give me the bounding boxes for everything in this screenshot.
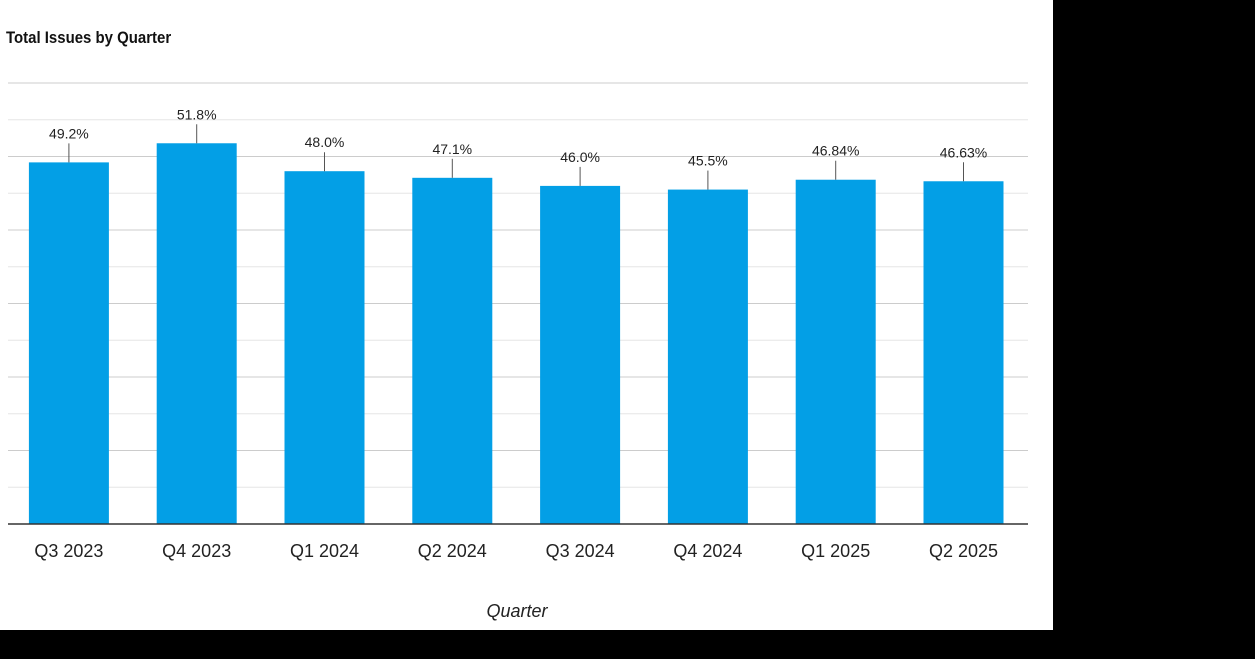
bar-q4-2023 xyxy=(156,143,237,524)
data-labels: 49.2% 51.8% 48.0% 47.1% 46.0% 45.5% 46.84% 46.6… xyxy=(49,106,987,190)
bar-q1-2025 xyxy=(795,179,876,524)
data-label: 48.0% xyxy=(305,134,345,150)
bar-q2-2024 xyxy=(412,177,493,524)
x-tick-label: Q2 2024 xyxy=(418,541,487,561)
bar-chart: 49.2% 51.8% 48.0% 47.1% 46.0% 45.5% 46.84% 46.6… xyxy=(8,82,1028,621)
x-tick-label: Q1 2024 xyxy=(290,541,359,561)
bar-q3-2024 xyxy=(540,185,621,524)
data-label: 47.1% xyxy=(432,141,472,157)
bar-q3-2023 xyxy=(28,162,109,524)
bar-q1-2024 xyxy=(284,171,365,524)
data-label: 45.5% xyxy=(688,153,728,169)
x-tick-label: Q4 2023 xyxy=(162,541,231,561)
x-tick-label: Q4 2024 xyxy=(673,541,742,561)
x-axis-ticks: Q3 2023 Q4 2023 Q1 2024 Q2 2024 Q3 2024 Q4 20… xyxy=(34,541,998,561)
bar-q4-2024 xyxy=(667,189,748,524)
x-axis-title: Quarter xyxy=(486,601,548,621)
data-label: 46.63% xyxy=(940,144,987,160)
x-tick-label: Q3 2023 xyxy=(34,541,103,561)
x-tick-label: Q1 2025 xyxy=(801,541,870,561)
bars xyxy=(28,143,1004,524)
chart-title: Total Issues by Quarter xyxy=(6,28,172,47)
data-label: 46.0% xyxy=(560,149,600,165)
data-label: 49.2% xyxy=(49,125,89,141)
bar-q2-2025 xyxy=(923,181,1004,524)
x-tick-label: Q3 2024 xyxy=(546,541,615,561)
data-label: 46.84% xyxy=(812,143,859,159)
x-tick-label: Q2 2025 xyxy=(929,541,998,561)
chart-panel: Total Issues by Quarter 49.2% 51.8% 48.0% 4… xyxy=(0,0,1053,630)
data-label: 51.8% xyxy=(177,106,217,122)
